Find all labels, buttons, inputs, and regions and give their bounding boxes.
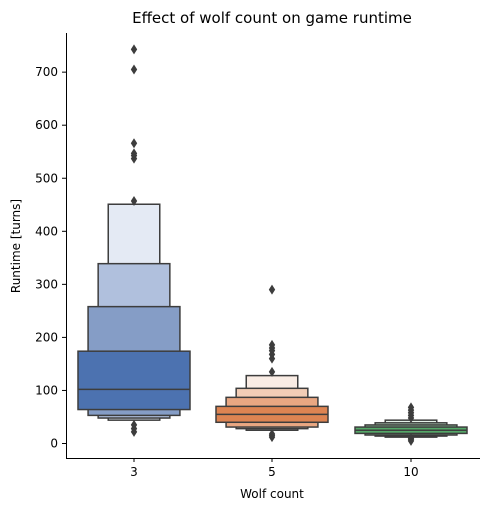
outlier-point — [130, 64, 138, 75]
y-tick-label: 600 — [35, 118, 58, 132]
x-tick-label: 10 — [403, 465, 418, 479]
x-axis-ticks: 3 5 10 — [130, 458, 419, 479]
outlier-point — [268, 339, 276, 350]
y-axis-label: Runtime [turns] — [9, 199, 23, 293]
outlier-point — [130, 148, 138, 159]
boxen-group-10 — [354, 402, 468, 446]
outlier-point — [130, 419, 138, 430]
plot-area — [77, 44, 468, 446]
outlier-point — [130, 138, 138, 149]
boxen-group-3 — [77, 44, 191, 437]
x-tick-label: 5 — [268, 465, 276, 479]
boxen-group-5 — [215, 284, 329, 443]
y-tick-label: 100 — [35, 383, 58, 397]
chart-title: Effect of wolf count on game runtime — [132, 9, 412, 27]
x-axis-label: Wolf count — [240, 487, 304, 501]
outlier-point — [268, 428, 276, 439]
outlier-point — [130, 196, 138, 207]
boxen-box-3-level-1 — [77, 350, 191, 411]
y-tick-label: 0 — [50, 437, 58, 451]
outlier-point — [268, 284, 276, 295]
y-tick-label: 400 — [35, 224, 58, 238]
y-tick-label: 700 — [35, 65, 58, 79]
outlier-point — [130, 44, 138, 55]
outlier-point — [407, 402, 415, 413]
y-axis-ticks: 0 100 200 300 400 500 600 700 — [35, 65, 66, 451]
outlier-point — [407, 433, 415, 444]
x-tick-label: 3 — [130, 465, 138, 479]
y-tick-label: 300 — [35, 277, 58, 291]
outlier-point — [268, 366, 276, 377]
y-tick-label: 200 — [35, 330, 58, 344]
y-tick-label: 500 — [35, 171, 58, 185]
